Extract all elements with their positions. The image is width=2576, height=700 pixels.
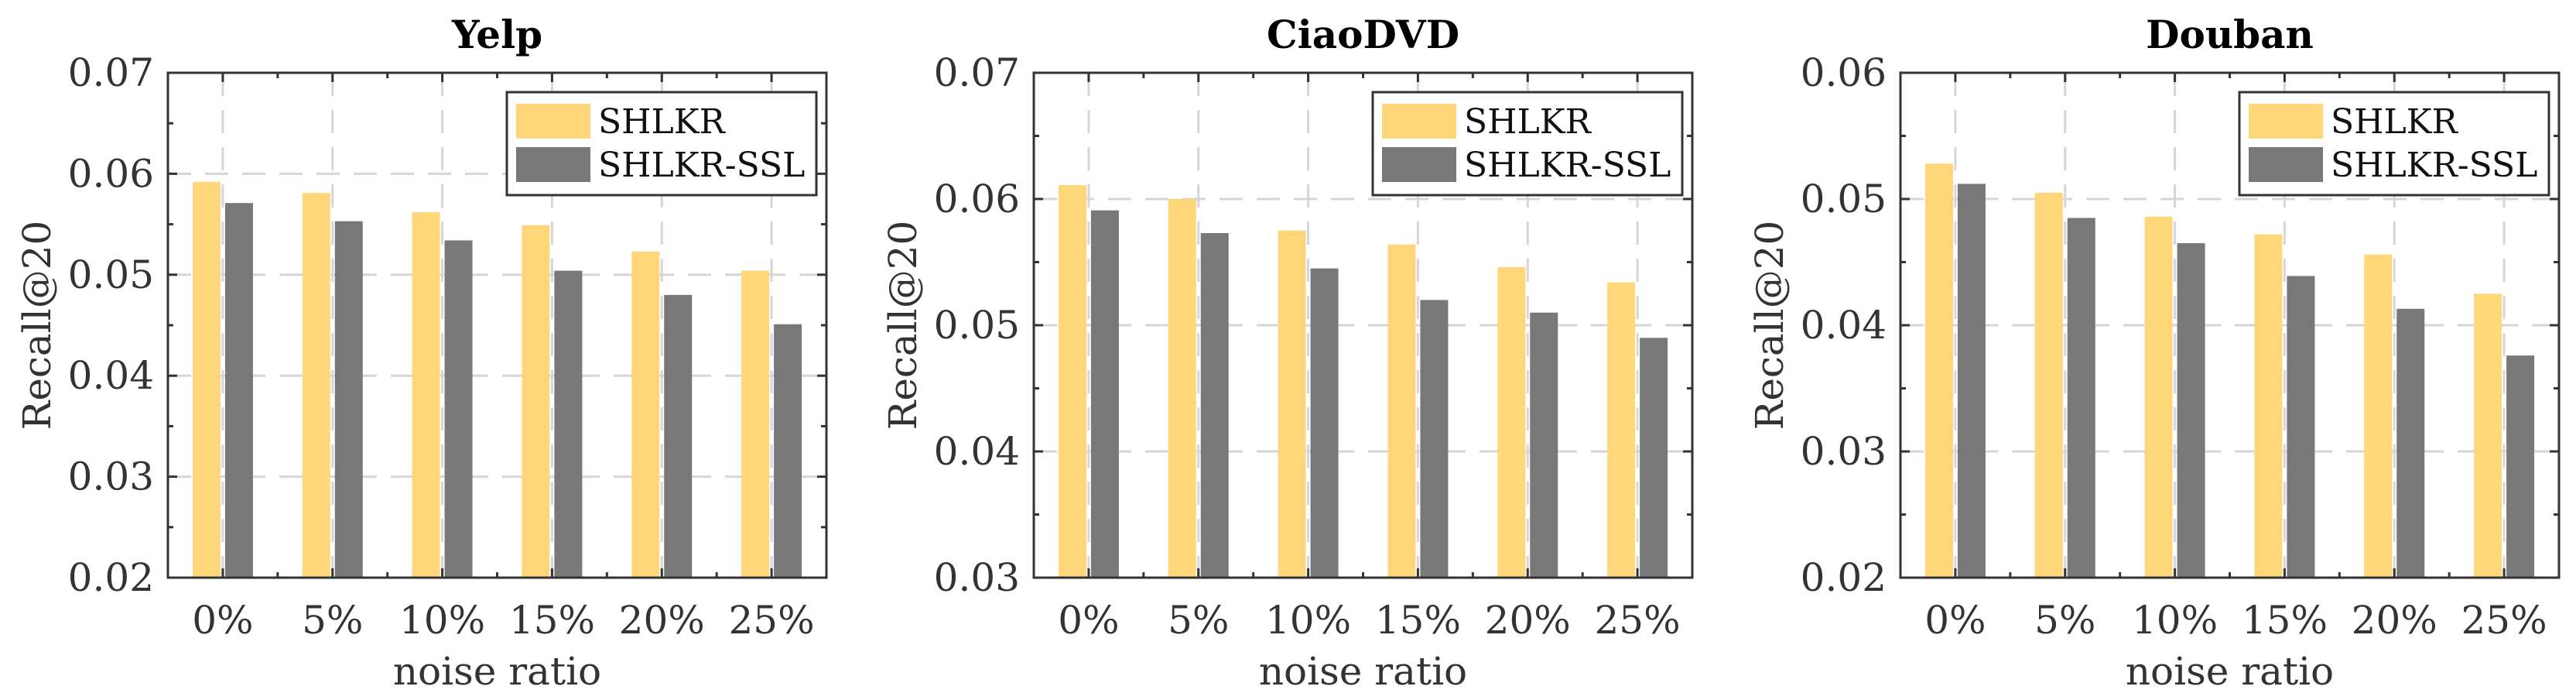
bar-shlkr-10pct (2144, 216, 2173, 578)
bar-shlkr-ssl-5pct (334, 221, 363, 578)
y-tick-label: 0.04 (934, 429, 1020, 474)
legend-label-shlkr-ssl: SHLKR-SSL (2331, 146, 2537, 185)
bar-shlkr-ssl-20pct (664, 294, 693, 578)
legend-label-shlkr: SHLKR (598, 102, 727, 142)
x-axis-label: noise ratio (1259, 649, 1467, 694)
y-axis-label: Recall@20 (1747, 221, 1792, 431)
x-tick-label: 25% (1595, 598, 1681, 643)
bar-shlkr-10pct (1278, 230, 1306, 578)
chart-title: Yelp (451, 12, 542, 57)
bar-shlkr-ssl-15pct (2287, 276, 2315, 578)
y-tick-label: 0.03 (68, 455, 154, 499)
y-tick-label: 0.04 (1801, 303, 1887, 348)
legend-label-shlkr: SHLKR (1464, 102, 1592, 142)
y-tick-label: 0.05 (934, 303, 1020, 348)
bar-shlkr-25pct (741, 270, 770, 578)
y-tick-label: 0.04 (68, 353, 154, 398)
legend-swatch-shlkr (2249, 104, 2323, 139)
x-tick-label: 0% (1924, 598, 1986, 643)
bar-shlkr-15pct (2254, 234, 2283, 578)
y-tick-label: 0.06 (934, 177, 1020, 221)
bar-shlkr-15pct (522, 225, 550, 578)
bar-shlkr-ssl-0pct (1090, 210, 1119, 578)
bar-shlkr-ssl-20pct (2396, 308, 2425, 578)
legend: SHLKR SHLKR-SSL (1371, 91, 1684, 197)
y-tick-label: 0.07 (934, 50, 1020, 95)
y-tick-label: 0.06 (68, 151, 154, 196)
x-tick-label: 10% (2132, 598, 2218, 643)
bar-shlkr-ssl-20pct (1530, 312, 1558, 578)
x-tick-label: 15% (509, 598, 595, 643)
bar-shlkr-ssl-10pct (1310, 268, 1339, 578)
bar-shlkr-ssl-5pct (1200, 233, 1229, 578)
x-tick-label: 20% (2352, 598, 2437, 643)
bar-shlkr-ssl-10pct (444, 240, 473, 578)
x-tick-label: 10% (399, 598, 485, 643)
legend-label-shlkr-ssl: SHLKR-SSL (1464, 146, 1671, 185)
bar-shlkr-ssl-25pct (774, 324, 802, 578)
bar-shlkr-20pct (631, 251, 660, 578)
bar-shlkr-5pct (1168, 199, 1196, 578)
x-tick-label: 20% (1485, 598, 1571, 643)
bar-shlkr-25pct (1607, 282, 1636, 578)
legend-swatch-shlkr-ssl (516, 147, 590, 182)
bar-shlkr-ssl-15pct (1420, 300, 1449, 578)
legend-label-shlkr-ssl: SHLKR-SSL (598, 146, 805, 185)
y-tick-label: 0.05 (68, 252, 154, 297)
legend-swatch-shlkr (516, 104, 590, 139)
x-tick-label: 20% (619, 598, 705, 643)
legend: SHLKR SHLKR-SSL (2238, 91, 2550, 197)
x-axis-label: noise ratio (393, 649, 601, 694)
bar-shlkr-ssl-5pct (2067, 218, 2095, 578)
bar-shlkr-ssl-25pct (1640, 338, 1668, 578)
y-tick-label: 0.06 (1801, 50, 1887, 95)
x-tick-label: 0% (192, 598, 253, 643)
y-axis-label: Recall@20 (881, 221, 925, 431)
chart-panel-1: 0.02 0.03 0.04 0.05 0.06 0.07 0% 5% 10% 15% 20% 25%… (15, 12, 828, 694)
bar-shlkr-20pct (1497, 267, 1526, 578)
chart-panel-2: 0.03 0.04 0.05 0.06 0.07 0% 5% 10% 15% 20% 25% Ciao… (881, 12, 1694, 694)
chart-title: Douban (2146, 12, 2314, 57)
x-tick-label: 5% (302, 598, 363, 643)
legend-swatch-shlkr-ssl (2249, 147, 2323, 182)
bar-shlkr-0pct (192, 181, 221, 578)
x-tick-label: 25% (2461, 598, 2547, 643)
bar-shlkr-15pct (1387, 244, 1416, 578)
y-tick-label: 0.05 (1801, 177, 1887, 221)
x-tick-label: 25% (729, 598, 815, 643)
x-tick-label: 15% (2242, 598, 2328, 643)
bar-shlkr-ssl-10pct (2177, 243, 2205, 578)
bar-shlkr-5pct (2034, 192, 2063, 578)
y-tick-label: 0.02 (1801, 555, 1887, 600)
bar-shlkr-ssl-0pct (224, 203, 253, 578)
y-axis-label: Recall@20 (15, 221, 60, 431)
chart-panel-3: 0.02 0.03 0.04 0.05 0.06 0% 5% 10% 15% 20% 25% Doub… (1747, 12, 2561, 694)
chart-title: CiaoDVD (1267, 12, 1459, 57)
x-tick-label: 5% (1168, 598, 1229, 643)
legend-label-shlkr: SHLKR (2331, 102, 2459, 142)
bar-shlkr-0pct (1058, 185, 1086, 578)
bar-shlkr-25pct (2474, 293, 2502, 578)
bar-shlkr-5pct (302, 193, 330, 578)
legend-swatch-shlkr (1382, 104, 1456, 139)
legend: SHLKR SHLKR-SSL (505, 91, 818, 197)
x-tick-label: 15% (1375, 598, 1461, 643)
x-axis-label: noise ratio (2126, 649, 2334, 694)
bar-shlkr-20pct (2364, 254, 2393, 578)
y-tick-label: 0.03 (934, 555, 1020, 600)
y-tick-label: 0.07 (68, 50, 154, 95)
y-tick-label: 0.03 (1801, 429, 1887, 474)
legend-swatch-shlkr-ssl (1382, 147, 1456, 182)
bar-shlkr-ssl-0pct (1957, 184, 1986, 578)
x-tick-label: 0% (1058, 598, 1119, 643)
x-tick-label: 5% (2034, 598, 2095, 643)
bar-shlkr-ssl-15pct (554, 270, 583, 578)
x-tick-label: 10% (1265, 598, 1351, 643)
bar-shlkr-ssl-25pct (2506, 355, 2535, 578)
bar-shlkr-10pct (412, 211, 440, 578)
bar-shlkr-0pct (1924, 163, 1953, 578)
y-tick-label: 0.02 (68, 555, 154, 600)
